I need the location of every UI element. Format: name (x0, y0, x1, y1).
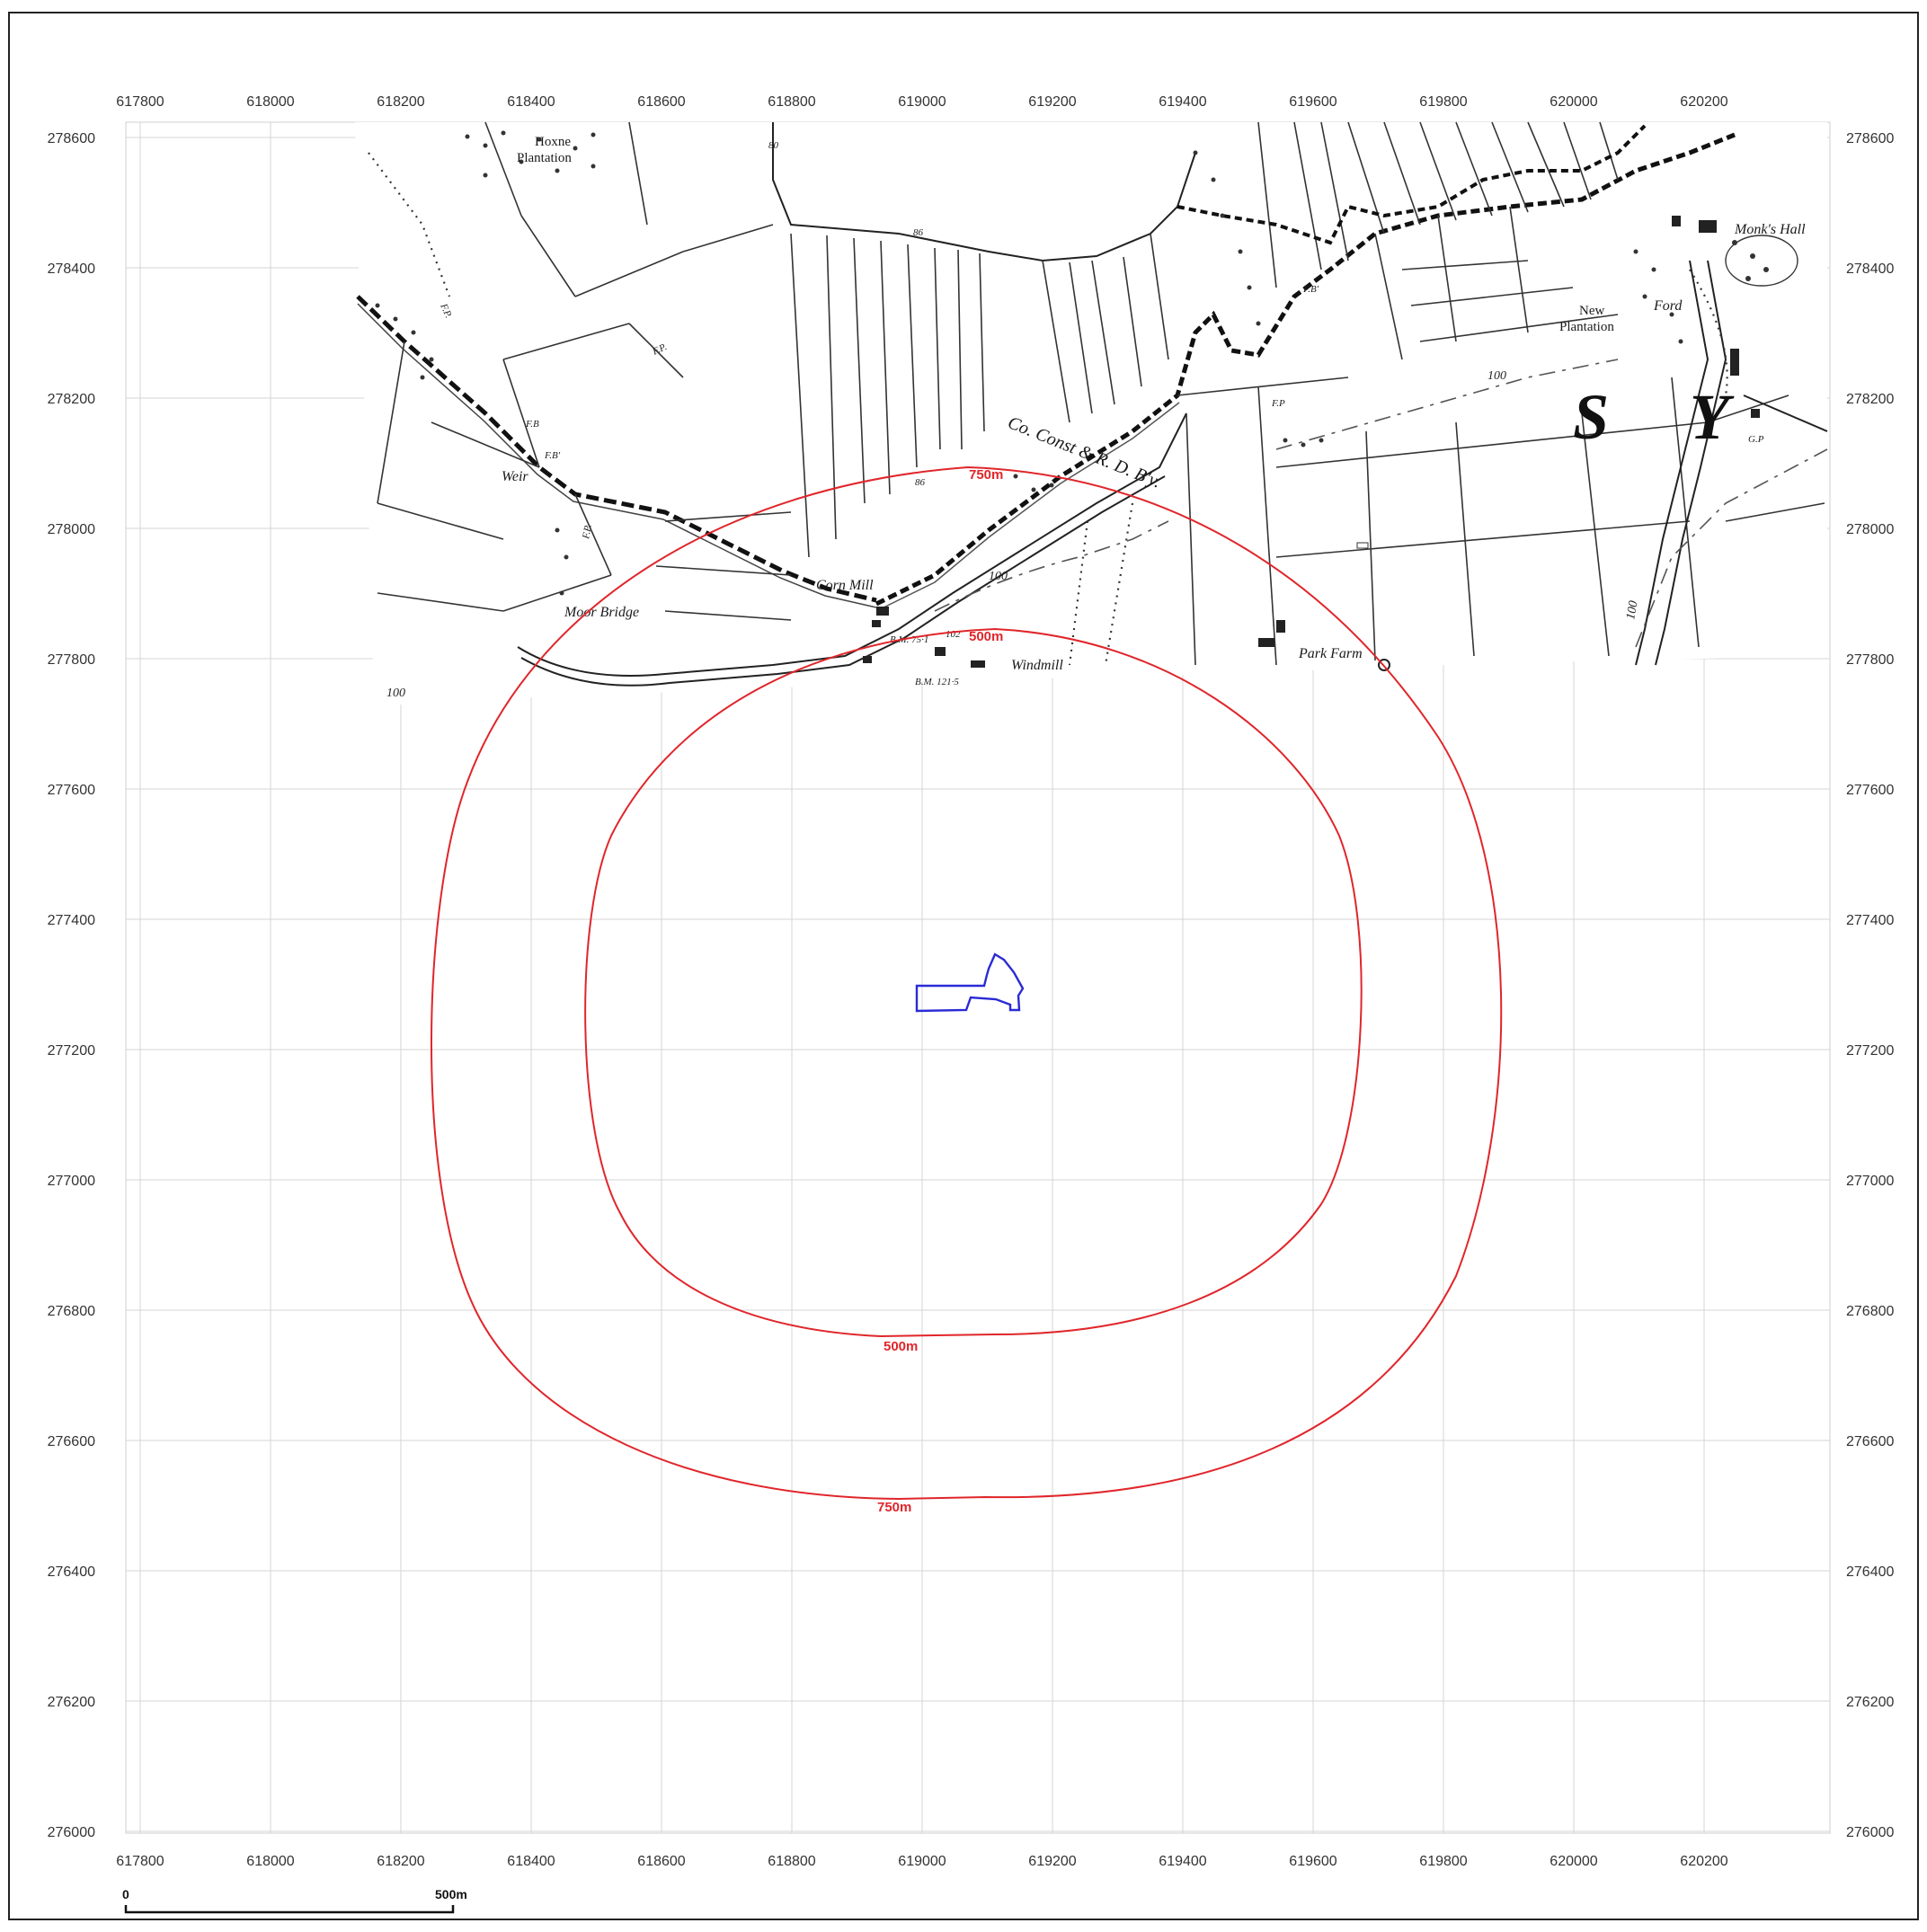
x-tick-label: 619000 (898, 1854, 946, 1869)
y-tick-label: 277400 (1846, 913, 1894, 928)
buffer-label-500m-bottom: 500m (884, 1339, 918, 1354)
label-hoxne: Hoxne (535, 135, 571, 149)
x-tick-label: 618400 (507, 94, 555, 110)
x-tick-label: 618400 (507, 1854, 555, 1869)
label-park-farm: Park Farm (1298, 646, 1363, 661)
label-contour-100d: 100 (1624, 599, 1640, 620)
x-tick-label: 620200 (1680, 1854, 1727, 1869)
y-tick-label: 277000 (48, 1174, 95, 1189)
x-tick-label: 619800 (1419, 94, 1467, 110)
y-tick-label: 276800 (48, 1304, 95, 1319)
label-fp-4: F.P. (581, 524, 594, 541)
label-moor-bridge: Moor Bridge (564, 605, 639, 620)
historic-map-extract (355, 121, 1828, 706)
x-tick-label: 619000 (898, 94, 946, 110)
x-tick-label: 618800 (768, 94, 815, 110)
label-new-plantation: Plantation (1559, 320, 1614, 334)
label-letter-y: Y (1690, 381, 1735, 453)
x-axis-labels: 617800 617800 618000 618000 618200 618200 6184… (116, 94, 1727, 1869)
x-tick-label: 619600 (1289, 94, 1336, 110)
buffer-label-750m-top: 750m (969, 467, 1003, 483)
label-contour-100b: 100 (989, 570, 1008, 583)
y-tick-label: 276000 (48, 1825, 95, 1840)
x-tick-label: 619400 (1159, 94, 1206, 110)
label-fp-3: F.P (1271, 398, 1285, 409)
buffer-label-750m-bottom: 750m (877, 1500, 911, 1515)
label-ford: Ford (1653, 298, 1683, 314)
label-contour-100c: 100 (1487, 369, 1506, 383)
y-tick-label: 277200 (48, 1043, 95, 1059)
scale-end-label: 500m (435, 1887, 467, 1901)
y-tick-label: 278600 (48, 131, 95, 146)
y-tick-label: 277200 (1846, 1043, 1894, 1059)
label-contour-100a: 100 (386, 687, 405, 700)
buffer-label-500m-top: 500m (969, 629, 1003, 644)
y-tick-label: 276600 (1846, 1434, 1894, 1449)
label-windmill: Windmill (1011, 658, 1063, 673)
label-fb-1: F.B (525, 419, 539, 430)
x-tick-label: 620200 (1680, 94, 1727, 110)
label-weir: Weir (502, 469, 528, 484)
x-tick-label: 619200 (1028, 1854, 1076, 1869)
x-tick-label: 618000 (246, 94, 294, 110)
x-tick-label: 618200 (377, 1854, 424, 1869)
y-axis-labels: 278600 278600 278400 278400 278200 278200 2780… (48, 131, 1895, 1840)
x-tick-label: 617800 (116, 1854, 164, 1869)
x-tick-label: 620000 (1550, 1854, 1597, 1869)
outer-border (8, 12, 1919, 1920)
x-tick-label: 618000 (246, 1854, 294, 1869)
scale-start-label: 0 (122, 1887, 129, 1901)
buffer-ring-750m (431, 465, 1503, 1501)
label-letter-s: S (1573, 381, 1609, 453)
x-tick-label: 619200 (1028, 94, 1076, 110)
label-fb-3: F.B' (1302, 284, 1319, 295)
buffer-rings: 750m 500m 500m 750m (431, 465, 1503, 1515)
label-corn-mill: Corn Mill (816, 578, 874, 593)
y-tick-label: 277800 (1846, 652, 1894, 668)
x-tick-label: 619600 (1289, 1854, 1336, 1869)
y-tick-label: 276200 (1846, 1695, 1894, 1710)
x-tick-label: 618800 (768, 1854, 815, 1869)
x-tick-label: 618600 (637, 94, 685, 110)
scale-bar: 0 500m (122, 1887, 467, 1914)
label-spot-86b: 86 (915, 477, 926, 488)
x-tick-label: 618600 (637, 1854, 685, 1869)
x-tick-label: 617800 (116, 94, 164, 110)
label-new: New (1579, 304, 1604, 318)
y-tick-label: 277600 (48, 783, 95, 798)
y-tick-label: 276000 (1846, 1825, 1894, 1840)
label-spot-86a: 86 (913, 227, 924, 238)
y-tick-label: 278000 (1846, 522, 1894, 537)
label-spot-80: 80 (768, 140, 779, 151)
label-monks-hall: Monk's Hall (1734, 222, 1806, 237)
y-tick-label: 276200 (48, 1695, 95, 1710)
label-fb-2: F.B' (544, 450, 561, 461)
x-tick-label: 620000 (1550, 94, 1597, 110)
y-tick-label: 276600 (48, 1434, 95, 1449)
y-tick-label: 276800 (1846, 1304, 1894, 1319)
y-tick-label: 276400 (48, 1564, 95, 1580)
buffer-ring-500m (584, 627, 1363, 1338)
y-tick-label: 278000 (48, 522, 95, 537)
y-tick-label: 276400 (1846, 1564, 1894, 1580)
site-boundary (915, 953, 1025, 1013)
label-bm-2: B.M. 121·5 (915, 677, 959, 687)
y-tick-label: 277800 (48, 652, 95, 668)
y-tick-label: 277400 (48, 913, 95, 928)
x-tick-label: 619800 (1419, 1854, 1467, 1869)
y-tick-label: 277000 (1846, 1174, 1894, 1189)
y-tick-label: 278200 (1846, 392, 1894, 407)
x-tick-label: 619400 (1159, 1854, 1206, 1869)
y-tick-label: 278200 (48, 392, 95, 407)
y-tick-label: 278400 (48, 261, 95, 277)
label-hoxne-plantation: Plantation (517, 151, 572, 165)
y-tick-label: 278400 (1846, 261, 1894, 277)
y-tick-label: 278600 (1846, 131, 1894, 146)
label-gp: G.P (1748, 434, 1764, 445)
x-tick-label: 618200 (377, 94, 424, 110)
y-tick-label: 277600 (1846, 783, 1894, 798)
